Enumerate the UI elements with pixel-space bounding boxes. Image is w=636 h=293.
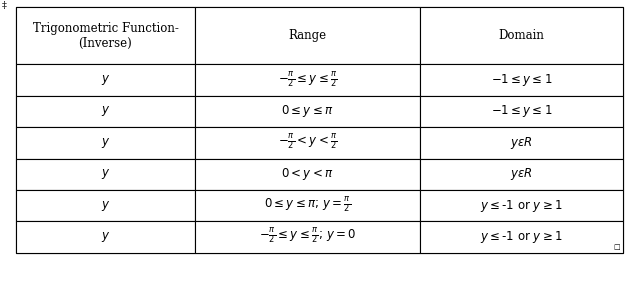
Bar [16,7,623,253]
Bar [420,64,623,96]
Text: $y$: $y$ [100,73,110,87]
Text: $y$: $y$ [100,167,110,181]
Text: $y$: $y$ [100,230,110,244]
Bar [420,7,623,64]
Text: $y$: $y$ [100,136,110,150]
Text: $y$: $y$ [100,105,110,118]
Bar [16,64,195,96]
Bar [16,159,195,190]
Text: $y\epsilon R$: $y\epsilon R$ [510,166,533,182]
Bar [195,190,420,221]
Text: $-\frac{\pi}{2}\leq y\leq\frac{\pi}{2}$: $-\frac{\pi}{2}\leq y\leq\frac{\pi}{2}$ [278,71,337,90]
Text: $0\leq y\leq\pi$: $0\leq y\leq\pi$ [281,103,334,120]
Text: $y\epsilon R$: $y\epsilon R$ [510,135,533,151]
Bar [195,127,420,159]
Text: Range: Range [288,29,326,42]
Bar [420,96,623,127]
Text: Trigonometric Function-
(Inverse): Trigonometric Function- (Inverse) [32,22,179,50]
Text: □: □ [614,244,620,250]
Text: $y$: $y$ [100,199,110,212]
Text: $-1\leq y\leq 1$: $-1\leq y\leq 1$ [491,103,552,120]
Text: $-\frac{\pi}{2}\leq y\leq\frac{\pi}{2};\, y=0$: $-\frac{\pi}{2}\leq y\leq\frac{\pi}{2};\… [259,227,356,246]
Bar [16,190,195,221]
Text: $-1\leq y\leq 1$: $-1\leq y\leq 1$ [491,72,552,88]
Bar [16,127,195,159]
Text: $y\leq\text{-1 or }y\geq 1$: $y\leq\text{-1 or }y\geq 1$ [480,229,563,245]
Bar [420,159,623,190]
Bar [195,96,420,127]
Text: $0<y<\pi$: $0<y<\pi$ [281,166,334,182]
Bar [16,96,195,127]
Bar [195,221,420,253]
Bar [195,64,420,96]
Bar [420,190,623,221]
Bar [16,221,195,253]
Text: $y\leq\text{-1 or }y\geq 1$: $y\leq\text{-1 or }y\geq 1$ [480,197,563,214]
Bar [420,221,623,253]
Text: Domain: Domain [499,29,544,42]
Bar [195,7,420,64]
Bar [16,7,195,64]
Bar [420,127,623,159]
Bar [195,159,420,190]
Text: $-\frac{\pi}{2}<y<\frac{\pi}{2}$: $-\frac{\pi}{2}<y<\frac{\pi}{2}$ [278,133,337,152]
Text: ‡: ‡ [2,1,7,11]
Text: $0\leq y\leq\pi;\, y=\frac{\pi}{2}$: $0\leq y\leq\pi;\, y=\frac{\pi}{2}$ [264,196,351,215]
